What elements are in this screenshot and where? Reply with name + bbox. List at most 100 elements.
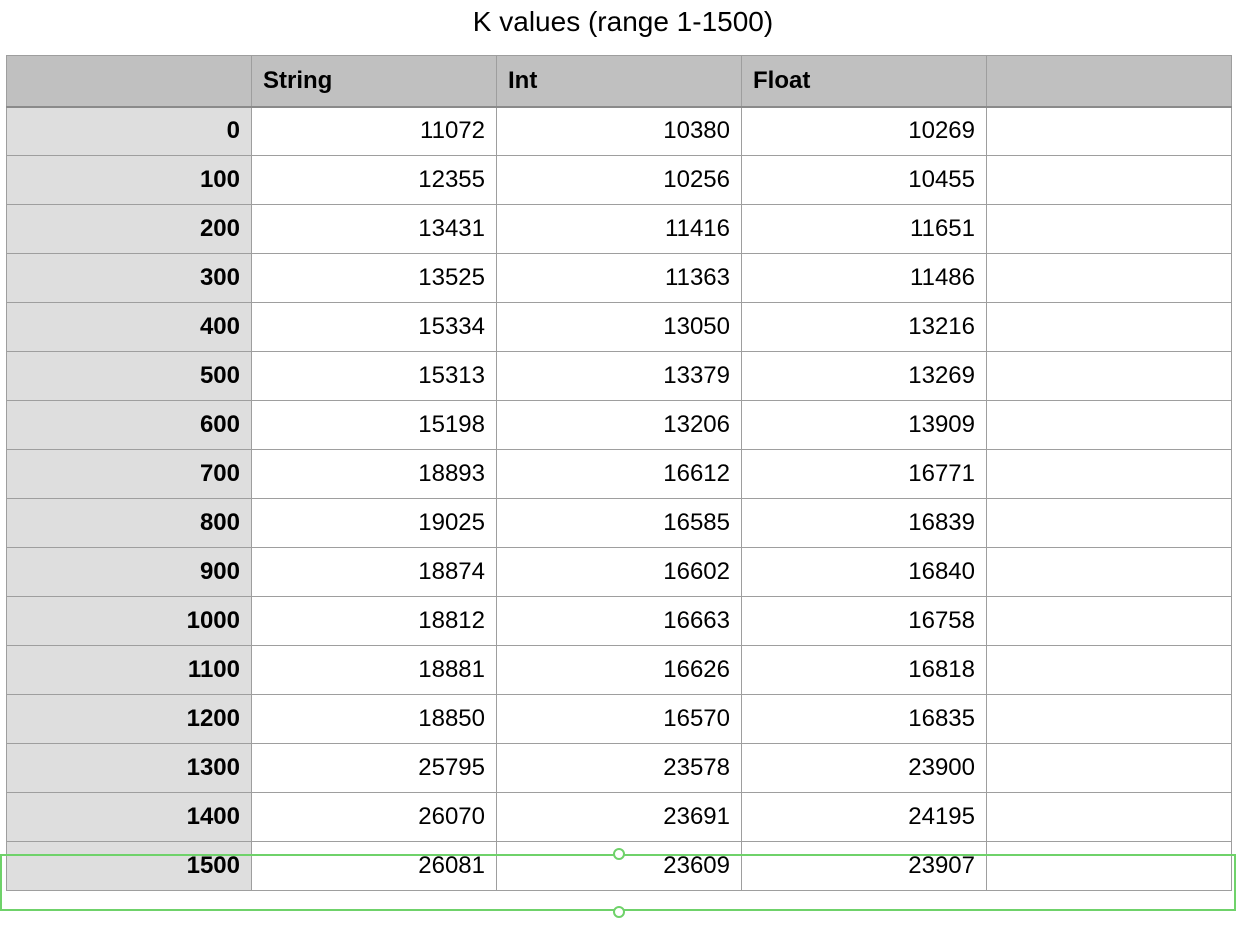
cell-string[interactable]: 13431	[251, 204, 497, 254]
row-header-cell[interactable]: 1000	[6, 596, 252, 646]
row-header-cell[interactable]: 200	[6, 204, 252, 254]
cell-int[interactable]: 16612	[496, 449, 742, 499]
column-header-string[interactable]: String	[251, 55, 497, 108]
row-header-cell[interactable]: 700	[6, 449, 252, 499]
cell-empty[interactable]	[986, 204, 1232, 254]
table-row: 800 19025 16585 16839	[6, 498, 1232, 548]
row-header-cell[interactable]: 0	[6, 106, 252, 156]
cell-int[interactable]: 11363	[496, 253, 742, 303]
cell-empty[interactable]	[986, 253, 1232, 303]
cell-string[interactable]: 26081	[251, 841, 497, 891]
corner-header-cell[interactable]	[6, 55, 252, 108]
cell-string[interactable]: 18874	[251, 547, 497, 597]
cell-string[interactable]: 26070	[251, 792, 497, 842]
row-header-cell[interactable]: 300	[6, 253, 252, 303]
selection-resize-handle-top[interactable]	[613, 848, 625, 860]
cell-int[interactable]: 13206	[496, 400, 742, 450]
cell-int[interactable]: 16602	[496, 547, 742, 597]
cell-string[interactable]: 15334	[251, 302, 497, 352]
cell-empty[interactable]	[986, 792, 1232, 842]
row-header-cell[interactable]: 1100	[6, 645, 252, 695]
row-header-cell[interactable]: 1500	[6, 841, 252, 891]
table-row: 300 13525 11363 11486	[6, 253, 1232, 303]
cell-string[interactable]: 19025	[251, 498, 497, 548]
cell-string[interactable]: 18893	[251, 449, 497, 499]
cell-int[interactable]: 16626	[496, 645, 742, 695]
row-header-cell[interactable]: 1200	[6, 694, 252, 744]
row-header-cell[interactable]: 100	[6, 155, 252, 205]
cell-int[interactable]: 23578	[496, 743, 742, 793]
row-header-cell[interactable]: 1400	[6, 792, 252, 842]
table-title[interactable]: K values (range 1-1500)	[472, 6, 774, 37]
cell-float[interactable]: 16835	[741, 694, 987, 744]
cell-float[interactable]: 16771	[741, 449, 987, 499]
column-header-int[interactable]: Int	[496, 55, 742, 108]
cell-float[interactable]: 16758	[741, 596, 987, 646]
header-row: String Int Float	[6, 55, 1232, 108]
cell-string[interactable]: 13525	[251, 253, 497, 303]
cell-int[interactable]: 11416	[496, 204, 742, 254]
cell-empty[interactable]	[986, 498, 1232, 548]
column-header-float[interactable]: Float	[741, 55, 987, 108]
cell-empty[interactable]	[986, 596, 1232, 646]
table-row: 500 15313 13379 13269	[6, 351, 1232, 401]
cell-string[interactable]: 15313	[251, 351, 497, 401]
cell-int[interactable]: 13050	[496, 302, 742, 352]
cell-empty[interactable]	[986, 302, 1232, 352]
cell-float[interactable]: 13216	[741, 302, 987, 352]
cell-int[interactable]: 10380	[496, 106, 742, 156]
row-header-cell[interactable]: 1300	[6, 743, 252, 793]
cell-float[interactable]: 11651	[741, 204, 987, 254]
cell-empty[interactable]	[986, 743, 1232, 793]
cell-int[interactable]: 10256	[496, 155, 742, 205]
row-header-cell[interactable]: 900	[6, 547, 252, 597]
cell-float[interactable]: 16839	[741, 498, 987, 548]
cell-float[interactable]: 13909	[741, 400, 987, 450]
cell-int[interactable]: 16570	[496, 694, 742, 744]
table-row: 900 18874 16602 16840	[6, 547, 1232, 597]
cell-empty[interactable]	[986, 449, 1232, 499]
cell-empty[interactable]	[986, 351, 1232, 401]
table-row: 700 18893 16612 16771	[6, 449, 1232, 499]
cell-int[interactable]: 16663	[496, 596, 742, 646]
cell-float[interactable]: 23900	[741, 743, 987, 793]
cell-string[interactable]: 12355	[251, 155, 497, 205]
cell-int[interactable]: 16585	[496, 498, 742, 548]
row-header-cell[interactable]: 500	[6, 351, 252, 401]
cell-float[interactable]: 16818	[741, 645, 987, 695]
cell-float[interactable]: 11486	[741, 253, 987, 303]
row-header-cell[interactable]: 400	[6, 302, 252, 352]
cell-empty[interactable]	[986, 645, 1232, 695]
cell-empty[interactable]	[986, 400, 1232, 450]
table-row: 1100 18881 16626 16818	[6, 645, 1232, 695]
cell-int[interactable]: 23691	[496, 792, 742, 842]
cell-float[interactable]: 10455	[741, 155, 987, 205]
table-row: 200 13431 11416 11651	[6, 204, 1232, 254]
cell-empty[interactable]	[986, 694, 1232, 744]
row-header-cell[interactable]: 600	[6, 400, 252, 450]
row-header-cell[interactable]: 800	[6, 498, 252, 548]
cell-int[interactable]: 13379	[496, 351, 742, 401]
cell-string[interactable]: 11072	[251, 106, 497, 156]
cell-empty[interactable]	[986, 547, 1232, 597]
cell-float[interactable]: 23907	[741, 841, 987, 891]
cell-string[interactable]: 18812	[251, 596, 497, 646]
cell-empty[interactable]	[986, 841, 1232, 891]
table-body: 0 11072 10380 10269 100 12355 10256 10455 200 134…	[6, 106, 1232, 891]
cell-string[interactable]: 18850	[251, 694, 497, 744]
cell-float[interactable]: 16840	[741, 547, 987, 597]
column-header-empty[interactable]	[986, 55, 1232, 108]
cell-string[interactable]: 25795	[251, 743, 497, 793]
data-table[interactable]: String Int Float 0 11072 10380 10269 100 1235…	[6, 55, 1232, 891]
cell-float[interactable]: 24195	[741, 792, 987, 842]
table-row: 100 12355 10256 10455	[6, 155, 1232, 205]
cell-string[interactable]: 18881	[251, 645, 497, 695]
cell-float[interactable]: 10269	[741, 106, 987, 156]
table-row: 400 15334 13050 13216	[6, 302, 1232, 352]
selection-resize-handle-bottom[interactable]	[613, 906, 625, 918]
cell-float[interactable]: 13269	[741, 351, 987, 401]
cell-empty[interactable]	[986, 106, 1232, 156]
cell-empty[interactable]	[986, 155, 1232, 205]
cell-string[interactable]: 15198	[251, 400, 497, 450]
